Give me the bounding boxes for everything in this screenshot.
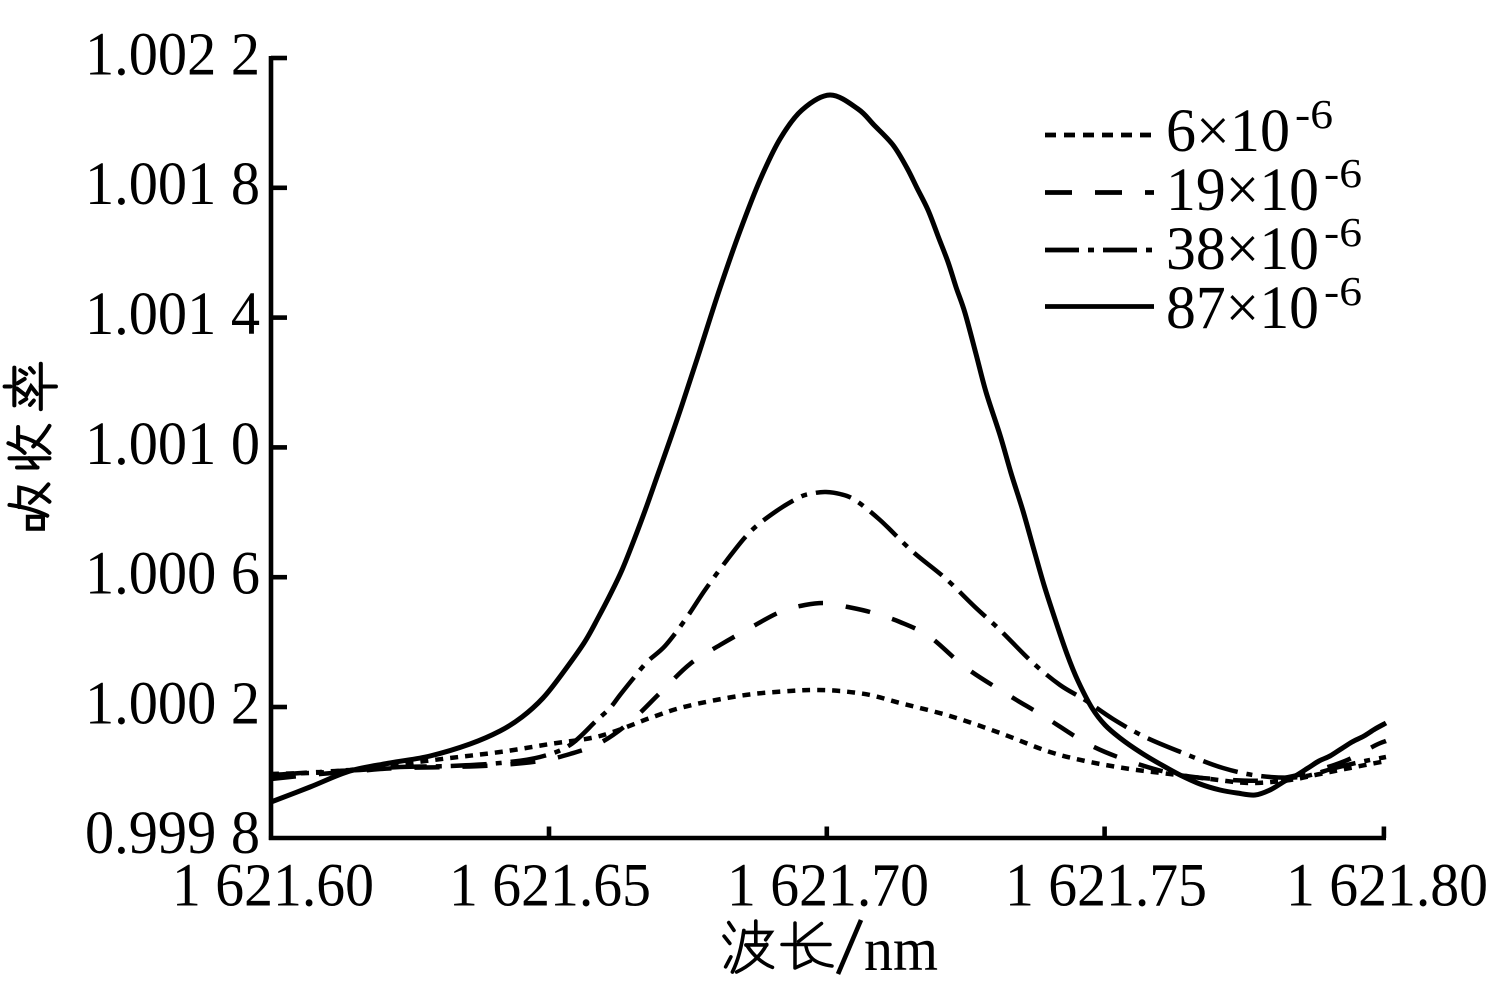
svg-text:nm: nm: [864, 917, 938, 984]
svg-text:1 621.80: 1 621.80: [1286, 853, 1487, 920]
svg-text:1 621.75: 1 621.75: [1005, 853, 1207, 920]
svg-text:0.999 8: 0.999 8: [85, 800, 260, 867]
svg-text:1.002 2: 1.002 2: [85, 21, 260, 88]
svg-text:87×10-6: 87×10 -6: [1166, 268, 1362, 342]
svg-text:38×10-6: 38×10 -6: [1166, 209, 1362, 283]
svg-text:1.000 2: 1.000 2: [85, 670, 260, 737]
svg-text:1.001 0: 1.001 0: [85, 411, 260, 478]
svg-text:6×10-6: 6×10 -6: [1166, 91, 1333, 165]
svg-text:1 621.65: 1 621.65: [449, 853, 651, 920]
svg-text:1 621.60: 1 621.60: [172, 853, 374, 920]
svg-text:1.001 4: 1.001 4: [85, 281, 260, 348]
svg-text:1.000 6: 1.000 6: [85, 541, 260, 608]
svg-text:1.001 8: 1.001 8: [85, 151, 260, 218]
svg-text:19×10-6: 19×10 -6: [1166, 150, 1362, 224]
svg-text:1 621.70: 1 621.70: [727, 853, 929, 920]
